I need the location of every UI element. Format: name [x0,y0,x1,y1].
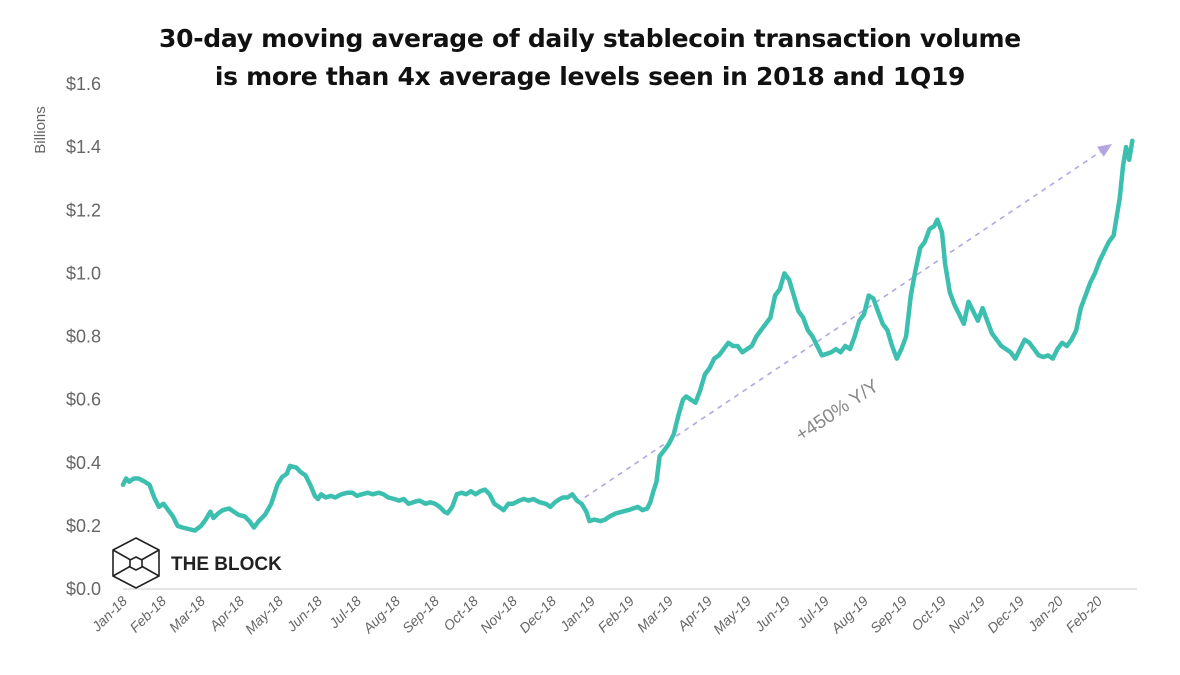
cube-icon [112,537,160,589]
chart-title-line-2: is more than 4x average levels seen in 2… [214,62,966,91]
y-tick-label: $0.2 [66,516,101,536]
x-tick-label: Sep-19 [867,593,910,636]
trend-arrow-head [1097,143,1113,157]
chart-title-line-1: 30-day moving average of daily stablecoi… [159,24,1021,53]
x-tick-label: Aug-19 [827,593,871,637]
x-tick-label: Jan-18 [88,593,130,635]
growth-annotation-label: +450% Y/Y [792,375,883,446]
brand-logo: THE BLOCK [112,537,282,589]
y-tick-label: $0.0 [66,579,101,599]
x-tick-label: Mar-18 [166,593,209,636]
x-tick-label: Jul-19 [793,593,832,632]
y-tick-label: $0.8 [66,327,101,347]
chart-title: 30-day moving average of daily stablecoi… [0,20,1180,96]
x-tick-label: Nov-18 [477,593,520,636]
series-line [120,138,1135,533]
x-tick-label: May-19 [710,593,754,637]
x-tick-label: Mar-19 [634,593,677,636]
y-tick-label: $0.6 [66,390,101,410]
x-tick-label: Sep-18 [399,593,442,636]
x-tick-label: Jul-18 [325,593,364,632]
x-tick-label: Jan-20 [1024,593,1066,635]
x-tick-label: Nov-19 [945,593,988,636]
y-axis-label: Billions [32,106,49,154]
x-tick-label: May-18 [242,593,286,637]
x-tick-label: Dec-18 [516,593,559,636]
x-tick-label: Oct-19 [908,593,949,634]
y-tick-label: $1.2 [66,200,101,220]
x-tick-label: Feb-19 [594,593,637,636]
x-tick-label: Jun-19 [751,593,793,635]
annotations: +450% Y/Y [584,143,1113,499]
brand-logo-text: THE BLOCK [171,554,282,575]
x-tick-label: Jun-18 [283,593,325,635]
y-tick-label: $1.0 [66,263,101,283]
y-tick-label: $0.4 [66,453,101,473]
y-axis: $0.0 $0.2 $0.4 $0.6 $0.8 $1.0 $1.2 $1.4 $1.6 [66,74,101,599]
x-tick-label: Apr-19 [674,593,716,635]
x-tick-label: Aug-18 [359,593,403,637]
x-tick-label: Dec-19 [984,593,1027,636]
trend-arrow-line [584,151,1101,499]
y-tick-label: $1.4 [66,137,101,157]
x-tick-label: Oct-18 [440,593,481,634]
x-tick-label: Feb-18 [126,593,169,636]
x-tick-label: Feb-20 [1062,593,1105,636]
y-tick-label: $1.6 [66,74,101,94]
x-tick-label: Jan-19 [556,593,598,635]
x-tick-label: Apr-18 [206,593,248,635]
